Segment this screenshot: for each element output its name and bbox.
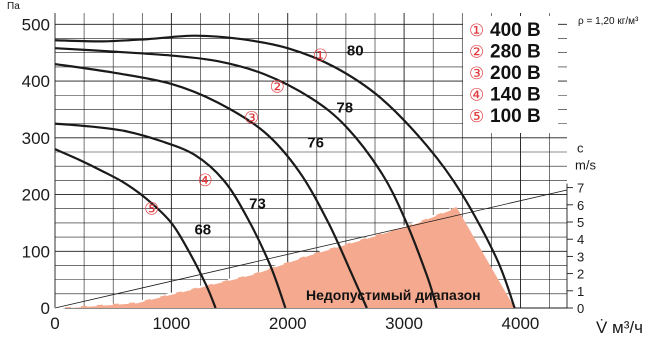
legend-label-5: 100 В xyxy=(490,106,541,127)
legend-label-1: 400 В xyxy=(490,20,541,41)
legend-marker-4: ④ xyxy=(469,86,484,106)
x-tick-label: 0 xyxy=(50,314,59,333)
legend-marker-1: ① xyxy=(469,21,484,41)
velocity-axis: 0 1 2 3 4 5 6 7 c m/s xyxy=(566,141,596,316)
velocity-tick-label: 1 xyxy=(577,284,584,299)
forbidden-zone xyxy=(55,207,515,308)
curve-label-4: 73 xyxy=(249,196,266,213)
fan-curve-1 xyxy=(54,34,516,309)
velocity-axis-symbol: c xyxy=(577,141,584,156)
fan-curves xyxy=(54,34,516,309)
curve-label-5: 68 xyxy=(194,221,211,238)
legend-marker-2: ② xyxy=(469,43,484,63)
curve-marker-4: ④ xyxy=(197,171,212,191)
velocity-tick-label: 5 xyxy=(577,215,584,230)
y-tick-label: 200 xyxy=(22,186,50,205)
legend-label-3: 200 В xyxy=(490,63,541,84)
forbidden-zone-label: Недопустимый диапазон xyxy=(306,287,481,303)
y-tick-label: 0 xyxy=(41,299,50,318)
fan-curve-4 xyxy=(54,122,287,309)
velocity-tick-label: 0 xyxy=(577,301,584,316)
x-tick-label: 2000 xyxy=(269,314,307,333)
y-tick-label: 400 xyxy=(22,72,50,91)
legend: ① 400 В ② 280 В ③ 200 В ④ 140 В ⑤ 100 В xyxy=(463,16,558,133)
y-tick-label: 300 xyxy=(22,129,50,148)
axes: 0 100 200 300 400 500 0 1000 2000 3000 4000 xyxy=(22,15,540,333)
x-axis-label: V̇ м³/ч xyxy=(596,318,643,337)
y-tick-label: 100 xyxy=(22,242,50,261)
chart-labels: 80 ① 78 ② 76 ③ 73 ④ 68 ⑤ xyxy=(144,43,364,239)
curve-label-3: 76 xyxy=(307,134,324,151)
velocity-tick-label: 2 xyxy=(577,267,584,282)
curve-label-1: 80 xyxy=(347,43,364,60)
legend-box xyxy=(463,16,558,133)
velocity-axis-unit: m/s xyxy=(575,158,596,173)
velocity-tick-label: 6 xyxy=(577,198,584,213)
system-curve xyxy=(54,206,457,309)
y-axis-label: Па xyxy=(7,1,20,12)
fan-curve-5 xyxy=(54,148,217,309)
fan-curve-2 xyxy=(54,47,438,309)
x-tick-label: 4000 xyxy=(502,314,540,333)
legend-marker-3: ③ xyxy=(469,64,484,84)
curve-marker-3: ③ xyxy=(244,109,259,129)
legend-label-2: 280 В xyxy=(490,42,541,63)
velocity-line xyxy=(54,189,568,309)
legend-marker-5: ⑤ xyxy=(469,107,484,127)
x-tick-label: 3000 xyxy=(385,314,423,333)
curve-label-2: 78 xyxy=(336,99,353,116)
velocity-tick-label: 3 xyxy=(577,249,584,264)
curve-marker-2: ② xyxy=(270,77,285,97)
fan-curve-3 xyxy=(54,62,368,309)
velocity-tick-label: 4 xyxy=(577,232,584,247)
curve-marker-1: ① xyxy=(313,46,328,66)
legend-label-4: 140 В xyxy=(490,85,541,106)
y-tick-label: 500 xyxy=(22,15,50,34)
density-note: ρ = 1,20 кг/м³ xyxy=(578,16,639,27)
curve-marker-5: ⑤ xyxy=(144,199,159,219)
x-tick-label: 1000 xyxy=(152,314,190,333)
velocity-tick-label: 7 xyxy=(577,181,584,196)
